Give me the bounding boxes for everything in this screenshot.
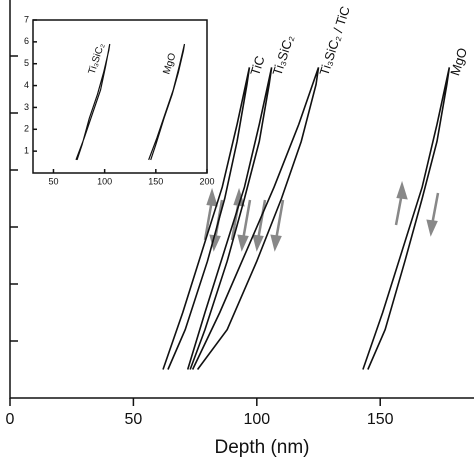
x-tick-label: 50: [125, 411, 143, 428]
x-tick-label: 50: [48, 176, 58, 186]
x-axis-label: Depth (nm): [214, 437, 309, 458]
curve: [162, 67, 251, 370]
y-tick-label: 6: [24, 36, 29, 46]
y-tick-label: 1: [24, 146, 29, 156]
x-tick-label: 200: [199, 176, 214, 186]
series-label: MgO: [161, 52, 178, 76]
curve: [148, 43, 186, 161]
curve: [191, 67, 320, 370]
curve: [186, 67, 273, 370]
series-label: TiC: [247, 54, 267, 77]
series-label: Ti₃SiC₂: [269, 33, 296, 77]
y-tick-label: 7: [24, 14, 29, 24]
y-tick-label: 5: [24, 58, 29, 68]
x-tick-label: 150: [367, 411, 394, 428]
y-tick-label: 2: [24, 124, 29, 134]
x-tick-label: 0: [6, 411, 15, 428]
x-tick-label: 100: [97, 176, 112, 186]
series-label: MgO: [447, 46, 470, 77]
curve: [362, 67, 451, 370]
curve: [75, 43, 111, 161]
y-tick-label: 4: [24, 80, 29, 90]
x-tick-label: 150: [148, 176, 163, 186]
x-tick-label: 100: [243, 411, 270, 428]
y-tick-label: 3: [24, 102, 29, 112]
inset-frame: [32, 19, 208, 174]
series-label: Ti₃SiC₂ / TiC: [316, 4, 353, 77]
